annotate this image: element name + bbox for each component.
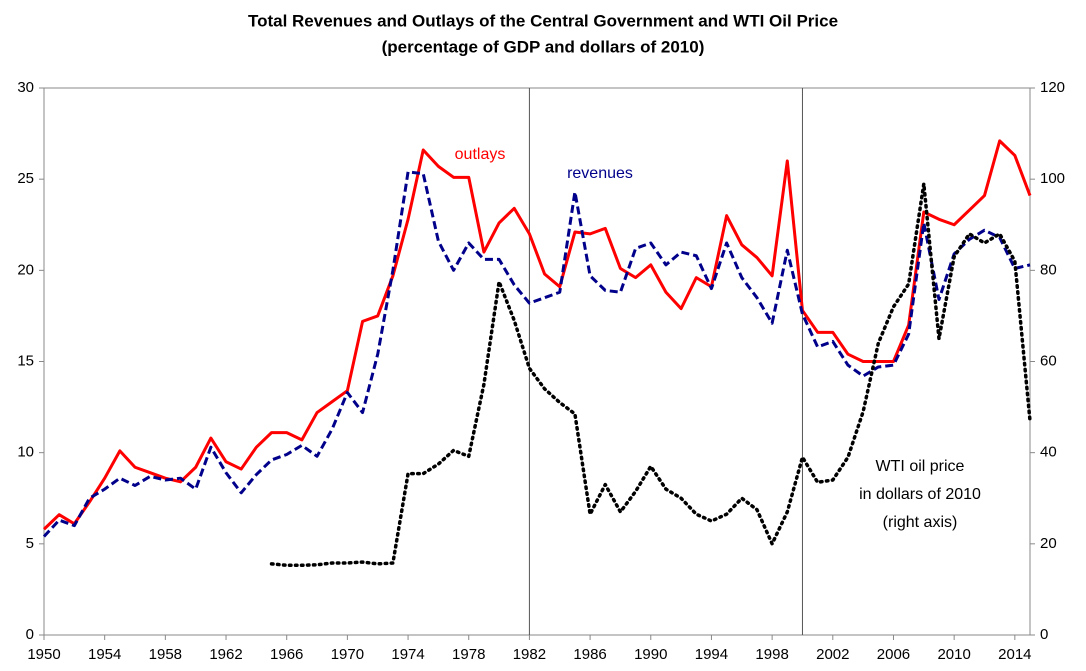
y2-tick-label: 20 (1040, 535, 1057, 552)
x-tick-label: 1966 (270, 646, 303, 663)
y-tick-label: 30 (17, 79, 34, 96)
x-tick-label: 1974 (391, 646, 424, 663)
x-tick-label: 2006 (877, 646, 910, 663)
x-tick-label: 2014 (998, 646, 1031, 663)
chart-title: Total Revenues and Outlays of the Centra… (248, 11, 838, 30)
y-tick-label: 15 (17, 352, 34, 369)
series-line (42, 170, 1031, 538)
annotation: revenues (567, 165, 633, 182)
y-tick-label: 10 (17, 444, 34, 461)
x-tick-label: 1982 (513, 646, 546, 663)
x-tick-label: 1958 (149, 646, 182, 663)
x-tick-label: 1978 (452, 646, 485, 663)
x-tick-label: 1962 (209, 646, 242, 663)
y2-tick-label: 0 (1040, 626, 1048, 643)
annotation: WTI oil price (876, 458, 965, 475)
series-line (42, 139, 1032, 531)
y2-tick-label: 80 (1040, 261, 1057, 278)
y2-tick-label: 40 (1040, 444, 1057, 461)
y2-tick-label: 120 (1040, 79, 1065, 96)
x-tick-label: 2010 (937, 646, 970, 663)
y-tick-label: 25 (17, 170, 34, 187)
series-line (269, 181, 1032, 568)
x-tick-label: 1970 (331, 646, 364, 663)
x-tick-label: 1994 (695, 646, 728, 663)
y-tick-label: 20 (17, 261, 34, 278)
x-tick-label: 1990 (634, 646, 667, 663)
annotation: (right axis) (883, 514, 958, 531)
x-tick-label: 2002 (816, 646, 849, 663)
x-tick-label: 1954 (88, 646, 121, 663)
x-tick-label: 1998 (755, 646, 788, 663)
annotation: outlays (455, 146, 506, 163)
y2-tick-label: 60 (1040, 352, 1057, 369)
x-tick-label: 1950 (27, 646, 60, 663)
y-tick-label: 0 (26, 626, 34, 643)
annotation: in dollars of 2010 (859, 486, 981, 503)
chart-subtitle: (percentage of GDP and dollars of 2010) (382, 37, 705, 56)
y-tick-label: 5 (26, 535, 34, 552)
y2-tick-label: 100 (1040, 170, 1065, 187)
x-tick-label: 1986 (573, 646, 606, 663)
